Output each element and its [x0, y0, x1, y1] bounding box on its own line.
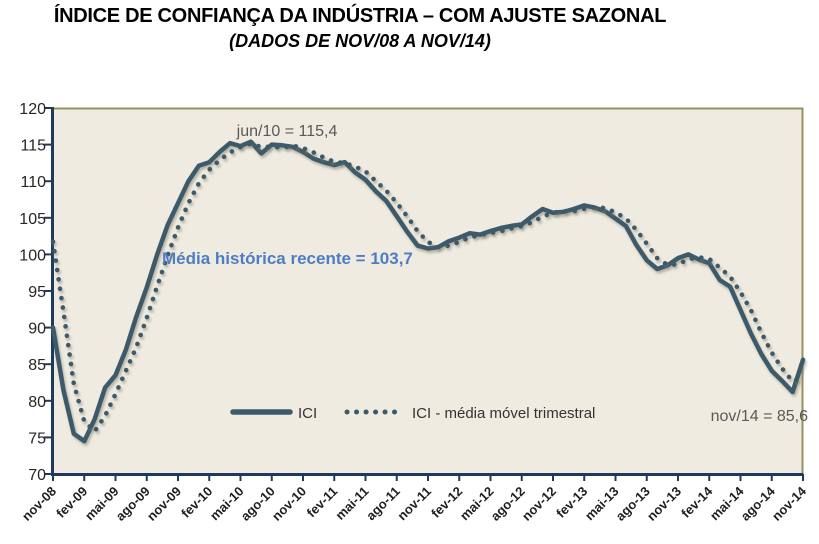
x-tick-label: mai-11 — [332, 484, 371, 523]
x-tick-label: ago-09 — [113, 484, 153, 524]
y-tick-label: 115 — [20, 138, 46, 155]
y-tick-label: 100 — [19, 247, 46, 264]
legend-moving-average-label: ICI - média móvel trimestral — [412, 405, 595, 422]
page-subtitle: (DADOS DE NOV/08 A NOV/14) — [229, 31, 491, 51]
peak-annotation: jun/10 = 115,4 — [236, 123, 338, 140]
y-tick-label: 70 — [28, 467, 46, 484]
x-tick-label: nov-12 — [519, 484, 559, 524]
ici-series-line — [50, 139, 806, 444]
y-tick-label: 120 — [19, 101, 46, 118]
y-tick-label: 80 — [28, 394, 46, 411]
x-tick-label: nov-09 — [144, 484, 184, 524]
x-tick-label: nov-08 — [19, 484, 59, 524]
x-tick-label: nov-10 — [269, 484, 309, 524]
x-axis-ticks: nov-08fev-09mai-09ago-09nov-09fev-10mai-… — [19, 474, 810, 524]
y-axis-ticks: 70 75 80 85 90 95 100 105 110 115 120 — [19, 101, 52, 484]
x-tick-label: nov-14 — [769, 483, 810, 524]
plot-area — [53, 108, 803, 474]
x-tick-label: ago-11 — [363, 484, 403, 524]
x-tick-label: nov-11 — [394, 484, 434, 524]
y-tick-label: 110 — [20, 174, 46, 191]
x-tick-label: ago-13 — [613, 484, 653, 524]
chart-legend: ICI ICI - média móvel trimestral — [230, 405, 595, 422]
historical-average-label: Média histórica recente = 103,7 — [162, 249, 413, 268]
x-tick-label: nov-13 — [644, 484, 684, 524]
ici-moving-average-series-line — [50, 141, 806, 434]
legend-ici-label: ICI — [298, 405, 317, 422]
y-tick-label: 105 — [19, 211, 46, 228]
page-title: ÍNDICE DE CONFIANÇA DA INDÚSTRIA – COM A… — [53, 5, 667, 27]
chart-header: ÍNDICE DE CONFIANÇA DA INDÚSTRIA – COM A… — [0, 5, 720, 52]
x-tick-label: ago-12 — [488, 484, 528, 524]
y-tick-label: 85 — [28, 357, 46, 374]
y-tick-label: 75 — [28, 430, 46, 447]
last-value-annotation: nov/14 = 85,6 — [711, 408, 809, 425]
y-tick-label: 90 — [28, 321, 46, 338]
plot-border — [53, 107, 804, 474]
x-tick-label: ago-10 — [238, 484, 278, 524]
y-tick-label: 95 — [28, 284, 46, 301]
